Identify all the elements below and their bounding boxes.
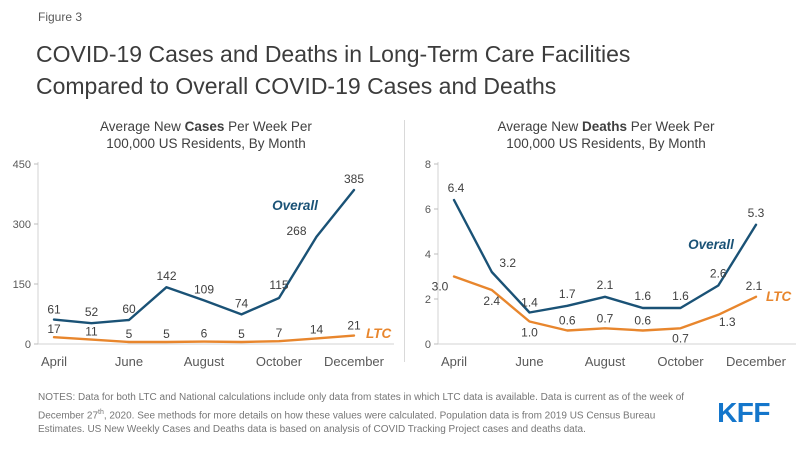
svg-text:300: 300 [13,219,31,231]
svg-text:0: 0 [25,339,31,351]
svg-text:60: 60 [122,302,136,316]
notes-part2: , 2020. See methods for more details on … [38,409,656,436]
svg-text:0.6: 0.6 [559,314,576,328]
svg-text:6: 6 [201,327,208,341]
svg-text:61: 61 [47,303,61,317]
kff-logo: KFF [717,397,770,428]
cases-chart-title: Average New Cases Per Week Per 100,000 US… [8,118,404,152]
page-title-line1: COVID-19 Cases and Deaths in Long-Term C… [36,41,631,67]
svg-text:October: October [657,354,704,369]
svg-text:450: 450 [13,159,31,171]
cases-title-post: Per Week Per [224,119,312,134]
page-title: COVID-19 Cases and Deaths in Long-Term C… [36,38,630,102]
cases-title-bold: Cases [184,119,225,134]
svg-text:109: 109 [194,282,214,296]
svg-text:Overall: Overall [272,198,318,213]
svg-text:Overall: Overall [688,237,734,252]
deaths-title-line2: 100,000 US Residents, By Month [506,136,706,151]
charts-row: Average New Cases Per Week Per 100,000 US… [0,112,800,382]
notes-part1: NOTES: Data for both LTC and National ca… [38,392,685,421]
svg-text:2: 2 [425,294,431,306]
svg-text:LTC: LTC [766,289,791,304]
deaths-chart-title: Average New Deaths Per Week Per 100,000 U… [412,118,800,152]
svg-text:1.6: 1.6 [672,289,689,303]
svg-text:7: 7 [276,326,283,340]
panel-divider [404,120,405,362]
svg-text:14: 14 [310,322,324,336]
svg-text:LTC: LTC [366,326,391,341]
svg-text:June: June [515,354,543,369]
svg-text:5.3: 5.3 [748,206,765,220]
svg-text:1.6: 1.6 [634,289,651,303]
svg-text:17: 17 [47,322,61,336]
svg-text:4: 4 [425,249,431,261]
cases-chart-panel: Average New Cases Per Week Per 100,000 US… [8,112,404,382]
svg-text:385: 385 [344,172,364,186]
figure-label: Figure 3 [38,10,83,24]
svg-text:8: 8 [425,159,431,171]
svg-text:December: December [726,354,787,369]
notes-text: NOTES: Data for both LTC and National ca… [38,391,696,438]
deaths-title-post: Per Week Per [627,119,715,134]
svg-text:October: October [256,354,303,369]
deaths-chart-canvas: 0 2 4 6 8 April June August October December 6.4 3.… [425,159,796,369]
svg-text:1.3: 1.3 [719,315,736,329]
svg-text:0: 0 [425,339,431,351]
svg-text:115: 115 [269,278,288,292]
svg-text:6.4: 6.4 [448,181,465,195]
svg-text:0.7: 0.7 [597,311,614,325]
deaths-chart-panel: Average New Deaths Per Week Per 100,000 U… [412,112,800,382]
svg-text:1.0: 1.0 [521,326,538,340]
svg-text:April: April [41,354,67,369]
svg-text:August: August [184,354,225,369]
svg-text:5: 5 [238,327,245,341]
cases-title-line2: 100,000 US Residents, By Month [106,136,306,151]
svg-text:2.1: 2.1 [746,279,763,293]
svg-text:June: June [115,354,143,369]
svg-text:150: 150 [13,279,31,291]
svg-text:5: 5 [163,327,170,341]
svg-text:268: 268 [286,224,306,238]
svg-text:52: 52 [85,305,99,319]
svg-text:0.6: 0.6 [634,314,651,328]
svg-text:August: August [585,354,626,369]
cases-chart-canvas: 0 150 300 450 April June August October December… [13,159,394,369]
svg-text:6: 6 [425,204,431,216]
svg-text:142: 142 [156,269,176,283]
svg-text:December: December [324,354,385,369]
svg-text:April: April [441,354,467,369]
svg-text:5: 5 [126,327,133,341]
svg-text:74: 74 [235,296,249,310]
svg-text:11: 11 [85,325,98,339]
svg-text:1.4: 1.4 [521,296,538,310]
page-title-line2: Compared to Overall COVID-19 Cases and D… [36,73,557,99]
notes-superscript: th [98,408,104,416]
svg-text:3.2: 3.2 [499,256,516,270]
deaths-title-pre: Average New [497,119,582,134]
svg-text:0.7: 0.7 [672,331,689,345]
svg-text:3.0: 3.0 [432,280,449,294]
svg-text:2.1: 2.1 [597,278,614,292]
deaths-title-bold: Deaths [581,119,627,134]
svg-text:2.4: 2.4 [483,294,500,308]
svg-text:21: 21 [347,319,361,333]
svg-text:1.7: 1.7 [559,287,576,301]
svg-text:2.6: 2.6 [710,267,727,281]
cases-title-pre: Average New [100,119,185,134]
